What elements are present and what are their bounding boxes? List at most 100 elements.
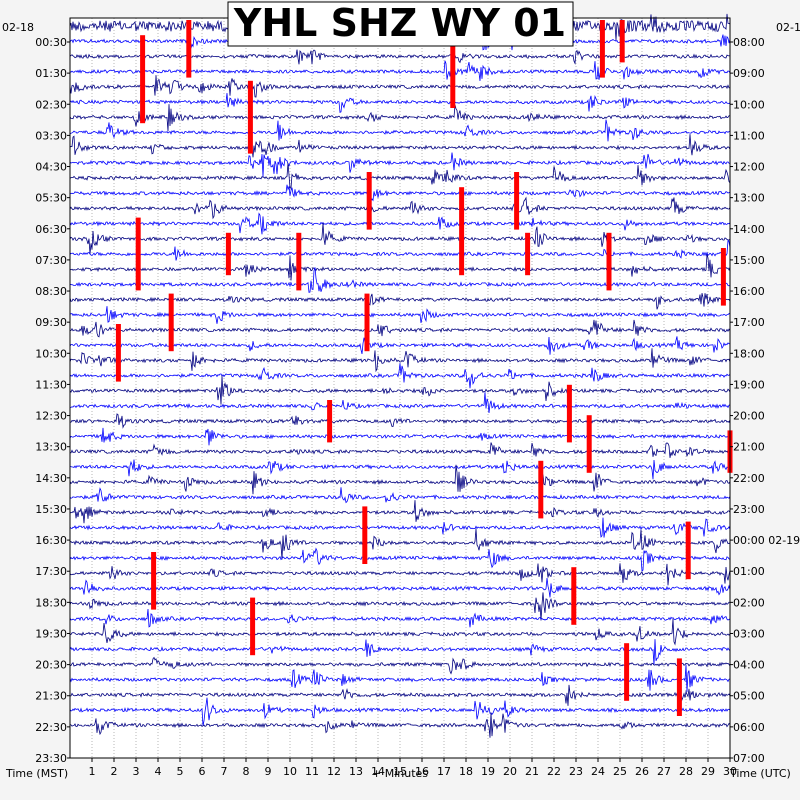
minute-grid xyxy=(91,18,709,758)
right-tick-label: 05:00 xyxy=(733,690,765,703)
right-tick-label: 21:00 xyxy=(733,441,765,454)
x-tick-label: 24 xyxy=(591,765,605,778)
left-tick-label: 05:30 xyxy=(35,192,67,205)
trace-line xyxy=(69,93,731,114)
clipped-event-mark xyxy=(115,324,121,382)
trace-line xyxy=(69,104,730,132)
x-tick-label: 17 xyxy=(437,765,451,778)
x-tick-label: 5 xyxy=(177,765,184,778)
trace-line xyxy=(69,319,731,338)
trace-line xyxy=(69,427,731,446)
clipped-event-mark xyxy=(168,293,174,352)
clipped-event-mark xyxy=(514,172,520,230)
right-tick-label: 11:00 xyxy=(733,129,765,142)
clipped-event-mark xyxy=(676,658,682,716)
x-tick-label: 9 xyxy=(265,765,272,778)
trace-line xyxy=(69,639,731,666)
clipped-event-mark xyxy=(364,293,370,352)
trace-line xyxy=(69,577,731,598)
x-tick-label: 21 xyxy=(525,765,539,778)
right-tick-label: 16:00 xyxy=(733,285,765,298)
trace-line xyxy=(69,464,731,495)
left-tick-label: 19:30 xyxy=(35,627,67,640)
right-tick-label: 01:00 xyxy=(733,565,765,578)
trace-line xyxy=(69,517,731,538)
x-tick-label: 25 xyxy=(613,765,627,778)
x-tick-label: 14 xyxy=(371,765,385,778)
clipped-event-mark xyxy=(586,415,592,473)
x-tick-label: 10 xyxy=(283,765,297,778)
right-tick-label: 10:00 xyxy=(733,98,765,111)
x-tick-label: 4 xyxy=(155,765,162,778)
left-tick-label: 22:30 xyxy=(35,721,67,734)
right-tick-label: 09:00 xyxy=(733,67,765,80)
clipped-event-mark xyxy=(459,187,465,276)
trace-line xyxy=(69,119,731,142)
right-tick-label: 19:00 xyxy=(733,378,765,391)
trace-line xyxy=(69,152,731,177)
x-tick-label: 2 xyxy=(111,765,118,778)
x-tick-label: 23 xyxy=(569,765,583,778)
left-tick-label: 04:30 xyxy=(35,161,67,174)
trace-line xyxy=(69,239,731,261)
x-tick-label: 6 xyxy=(199,765,206,778)
right-tick-label: 18:00 xyxy=(733,347,765,360)
trace-line xyxy=(69,413,731,429)
left-axis-label: Time (MST) xyxy=(5,767,68,780)
trace-line xyxy=(69,212,731,235)
x-tick-label: 20 xyxy=(503,765,517,778)
left-tick-label: 20:30 xyxy=(35,659,67,672)
trace-line xyxy=(69,547,731,572)
trace-line xyxy=(69,487,731,504)
trace-line xyxy=(70,392,731,414)
trace-line xyxy=(69,375,731,405)
trace-line xyxy=(69,134,731,158)
x-tick-label: 1 xyxy=(89,765,96,778)
clipped-event-mark xyxy=(685,521,691,580)
right-tick-label: 04:00 xyxy=(733,659,765,672)
left-tick-label: 02:30 xyxy=(35,98,67,111)
left-tick-label: 00:30 xyxy=(35,36,67,49)
right-tick-label: 08:00 xyxy=(733,36,765,49)
x-tick-label: 12 xyxy=(327,765,341,778)
trace-line xyxy=(69,442,731,458)
right-tick-label: 12:00 xyxy=(733,161,765,174)
trace-line xyxy=(69,664,731,692)
x-tick-label: 13 xyxy=(349,765,363,778)
clipped-event-mark xyxy=(362,506,368,564)
x-tick-label: 27 xyxy=(657,765,671,778)
clipped-event-mark xyxy=(525,232,531,276)
left-tick-label: 12:30 xyxy=(35,410,67,423)
clipped-event-mark xyxy=(296,232,302,291)
clipped-event-mark xyxy=(599,20,605,78)
trace-line xyxy=(69,184,731,203)
right-axis-label: Time (UTC) xyxy=(729,767,791,780)
x-axis-label: + Minutes xyxy=(372,767,428,780)
right-tick-label: 22:00 xyxy=(733,472,765,485)
left-tick-label: 17:30 xyxy=(35,565,67,578)
left-tick-label: 10:30 xyxy=(35,347,67,360)
right-tick-label: 02:00 xyxy=(733,596,765,609)
clipped-event-mark xyxy=(366,172,372,230)
trace-line xyxy=(69,60,731,81)
clipped-event-mark xyxy=(327,400,333,443)
trace-line xyxy=(69,293,731,310)
left-tick-label: 13:30 xyxy=(35,441,67,454)
right-tick-label: 03:00 xyxy=(733,627,765,640)
clipped-event-mark xyxy=(619,20,625,63)
x-tick-label: 15 xyxy=(393,765,407,778)
right-tick-label: 15:00 xyxy=(733,254,765,267)
x-tick-label: 7 xyxy=(221,765,228,778)
trace-line xyxy=(69,712,731,738)
right-tick-label: 00:00 02-19 xyxy=(733,534,800,547)
left-tick-label: 07:30 xyxy=(35,254,67,267)
left-tick-label: 08:30 xyxy=(35,285,67,298)
clipped-event-mark xyxy=(250,597,256,656)
trace-line xyxy=(69,656,731,675)
clipped-event-mark xyxy=(538,460,544,519)
x-tick-label: 29 xyxy=(701,765,715,778)
trace-line xyxy=(69,618,731,646)
trace-line xyxy=(69,363,731,389)
x-tick-label: 28 xyxy=(679,765,693,778)
x-tick-label: 22 xyxy=(547,765,561,778)
